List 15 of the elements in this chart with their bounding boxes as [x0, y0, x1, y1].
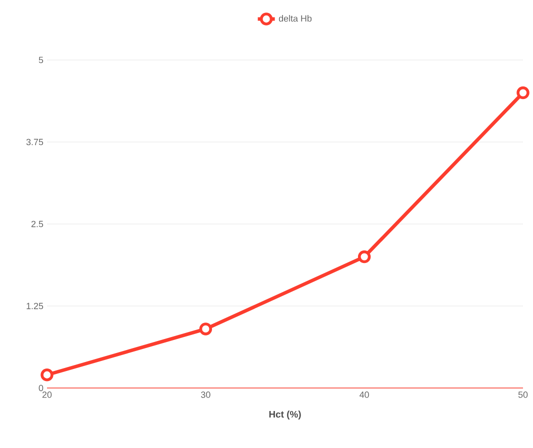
- x-tick-label: 50: [518, 392, 528, 398]
- x-tick-label: 40: [360, 392, 369, 398]
- point: [516, 86, 530, 100]
- y-tick-label: 1.25: [26, 302, 44, 310]
- x-tick-label: 30: [201, 392, 210, 398]
- y-tick-label: 0: [38, 384, 44, 392]
- x-axis-title: Hct (%): [269, 410, 301, 420]
- point: [199, 322, 212, 336]
- legend-label: delta Hb: [278, 15, 312, 22]
- x-tick-label: 20: [42, 392, 52, 398]
- point: [40, 368, 54, 382]
- y-tick-label: 3.75: [26, 138, 44, 146]
- y-tick-label: 2.5: [31, 220, 44, 228]
- y-tick-label: 5: [38, 56, 44, 64]
- point: [358, 250, 371, 264]
